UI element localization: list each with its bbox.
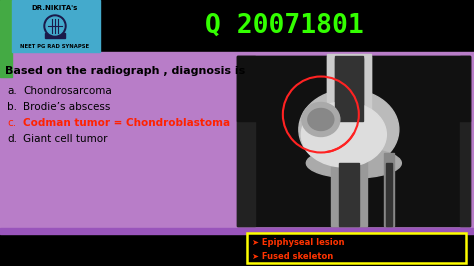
Text: a.: a. — [7, 86, 17, 96]
Ellipse shape — [308, 109, 334, 131]
Bar — [247, 233, 466, 263]
Text: DR.NIKITA's: DR.NIKITA's — [32, 5, 78, 11]
Text: b.: b. — [7, 102, 17, 112]
Text: ➤ Fused skeleton: ➤ Fused skeleton — [252, 252, 333, 261]
Bar — [0, 230, 474, 266]
Text: Based on the radiograph , diagnosis is: Based on the radiograph , diagnosis is — [5, 66, 245, 76]
Circle shape — [44, 15, 66, 37]
Text: Codman tumor = Chondroblastoma: Codman tumor = Chondroblastoma — [23, 118, 230, 128]
Bar — [460, 56, 470, 226]
Text: Q 20071801: Q 20071801 — [205, 13, 364, 39]
Text: d.: d. — [7, 134, 17, 144]
Bar — [45, 33, 65, 38]
Ellipse shape — [306, 148, 401, 178]
Ellipse shape — [301, 102, 386, 167]
Bar — [0, 52, 474, 230]
Bar — [0, 0, 474, 52]
Bar — [386, 163, 392, 226]
Bar — [237, 56, 470, 226]
Text: Chondrosarcoma: Chondrosarcoma — [23, 86, 112, 96]
Text: Giant cell tumor: Giant cell tumor — [23, 134, 108, 144]
Circle shape — [46, 17, 64, 35]
Bar — [237, 56, 470, 121]
Text: c.: c. — [7, 118, 16, 128]
Ellipse shape — [299, 89, 399, 169]
Text: Brodie’s abscess: Brodie’s abscess — [23, 102, 110, 112]
Ellipse shape — [302, 102, 340, 136]
Bar — [331, 148, 367, 226]
Bar — [327, 54, 371, 116]
Bar — [0, 228, 474, 234]
Bar — [237, 56, 255, 226]
Bar — [384, 153, 394, 226]
Bar — [0, 0, 12, 77]
Bar — [339, 163, 359, 226]
Bar — [335, 56, 363, 116]
Bar — [12, 0, 100, 52]
Text: ➤ Epiphyseal lesion: ➤ Epiphyseal lesion — [252, 238, 345, 247]
Bar — [327, 56, 371, 121]
Bar — [335, 58, 363, 121]
Text: NEET PG RAD SYNAPSE: NEET PG RAD SYNAPSE — [20, 44, 90, 49]
